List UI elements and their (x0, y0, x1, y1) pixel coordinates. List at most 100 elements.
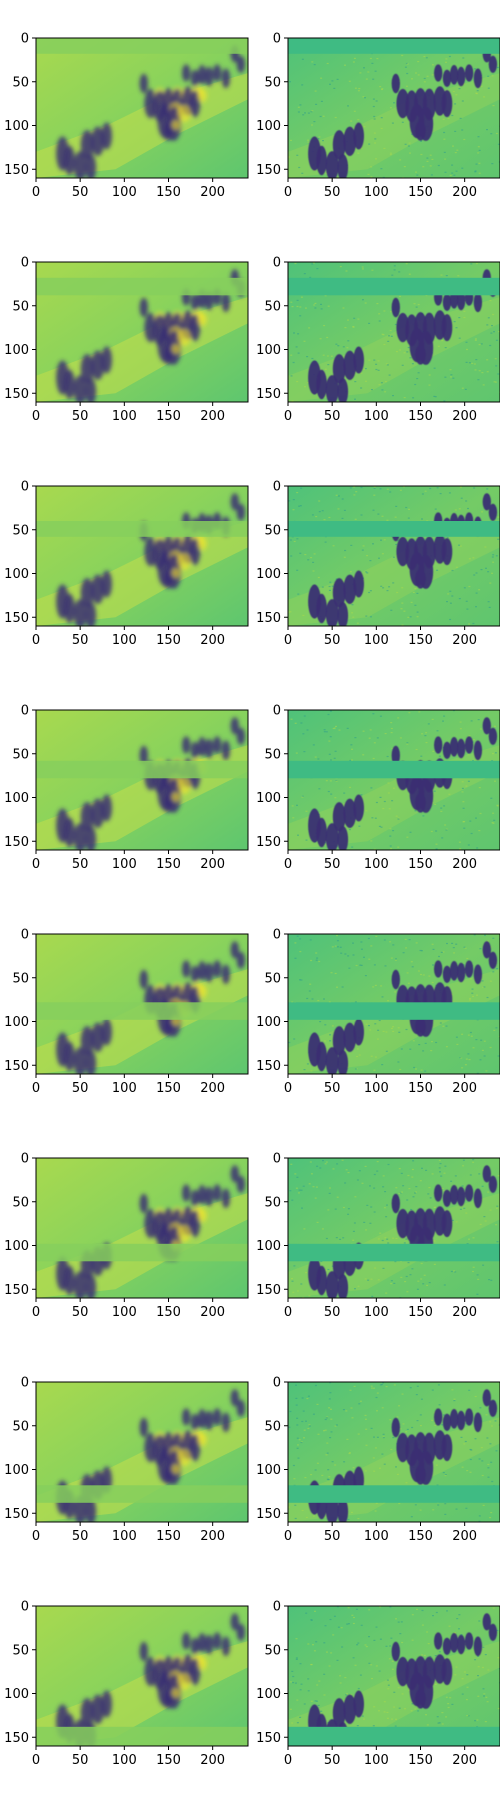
panel-frame (287, 933, 500, 1075)
y-tick-label: 150 (4, 1059, 29, 1074)
x-tick-label: 50 (72, 857, 89, 872)
panel-frame (287, 37, 500, 179)
x-tick-label: 200 (452, 857, 477, 872)
x-tick-label: 150 (408, 185, 433, 200)
x-tick-label: 150 (156, 857, 181, 872)
y-tick-label: 100 (4, 1687, 29, 1702)
x-tick-label: 200 (452, 409, 477, 424)
y-tick-label: 150 (4, 611, 29, 626)
y-tick-label: 100 (4, 1239, 29, 1254)
x-tick-label: 200 (200, 1081, 225, 1096)
panel-frame (287, 1381, 500, 1523)
x-tick-label: 100 (112, 633, 137, 648)
x-tick-label: 150 (156, 185, 181, 200)
x-tick-label: 200 (200, 185, 225, 200)
masked-band (36, 1485, 248, 1503)
masked-band (288, 1485, 500, 1503)
x-tick-label: 50 (72, 185, 89, 200)
masked-band (36, 38, 248, 54)
masked-band (36, 1002, 248, 1020)
y-tick-label: 50 (264, 299, 281, 314)
x-tick-label: 200 (200, 1529, 225, 1544)
panel-frame (287, 485, 500, 627)
y-tick-label: 150 (4, 835, 29, 850)
x-tick-label: 100 (364, 409, 389, 424)
y-tick-label: 150 (256, 387, 281, 402)
x-tick-label: 150 (408, 857, 433, 872)
panel-frame (35, 1157, 249, 1299)
x-tick-label: 200 (200, 409, 225, 424)
x-tick-label: 50 (324, 1753, 341, 1768)
x-tick-label: 0 (284, 1081, 292, 1096)
x-tick-label: 50 (324, 857, 341, 872)
x-tick-label: 0 (32, 1753, 40, 1768)
x-tick-label: 200 (452, 1305, 477, 1320)
panel-frame (35, 1381, 249, 1523)
y-tick-label: 100 (256, 119, 281, 134)
x-tick-label: 50 (324, 185, 341, 200)
y-tick-label: 150 (4, 1507, 29, 1522)
x-tick-label: 100 (364, 185, 389, 200)
y-tick-label: 150 (256, 1731, 281, 1746)
y-tick-label: 0 (21, 1376, 29, 1391)
x-tick-label: 0 (284, 1305, 292, 1320)
y-tick-label: 50 (12, 1419, 29, 1434)
x-tick-label: 0 (32, 1529, 40, 1544)
x-tick-label: 150 (408, 1753, 433, 1768)
x-tick-label: 100 (364, 633, 389, 648)
y-tick-label: 50 (12, 75, 29, 90)
panel-frame (287, 709, 500, 851)
masked-band (288, 277, 500, 296)
y-tick-label: 0 (21, 480, 29, 495)
y-tick-label: 100 (4, 1015, 29, 1030)
y-tick-label: 100 (256, 1015, 281, 1030)
x-tick-label: 0 (32, 1081, 40, 1096)
x-tick-label: 50 (324, 633, 341, 648)
x-tick-label: 150 (156, 633, 181, 648)
y-tick-label: 50 (264, 747, 281, 762)
y-tick-label: 100 (4, 791, 29, 806)
panel-frame (287, 1605, 500, 1747)
x-tick-label: 200 (452, 1081, 477, 1096)
y-tick-label: 100 (256, 1239, 281, 1254)
panel-frame (35, 485, 249, 627)
y-tick-label: 0 (21, 928, 29, 943)
x-tick-label: 100 (112, 1081, 137, 1096)
y-tick-label: 0 (273, 704, 281, 719)
x-tick-label: 0 (32, 857, 40, 872)
y-tick-label: 150 (256, 1507, 281, 1522)
x-tick-label: 100 (112, 185, 137, 200)
masked-band (36, 521, 248, 537)
x-tick-label: 100 (364, 857, 389, 872)
y-tick-label: 0 (21, 32, 29, 47)
y-tick-label: 100 (256, 343, 281, 358)
x-tick-label: 0 (32, 409, 40, 424)
x-tick-label: 150 (156, 1529, 181, 1544)
x-tick-label: 0 (32, 185, 40, 200)
y-tick-label: 150 (256, 835, 281, 850)
x-tick-label: 0 (284, 185, 292, 200)
y-tick-label: 150 (256, 1059, 281, 1074)
y-tick-label: 50 (264, 971, 281, 986)
x-tick-label: 50 (72, 1081, 89, 1096)
masked-band (288, 1243, 500, 1262)
masked-band (288, 521, 500, 537)
x-tick-label: 50 (72, 1529, 89, 1544)
y-tick-label: 50 (264, 1643, 281, 1658)
x-tick-label: 200 (452, 633, 477, 648)
y-tick-label: 50 (12, 299, 29, 314)
x-tick-label: 100 (112, 857, 137, 872)
x-tick-label: 200 (200, 1753, 225, 1768)
masked-band (36, 1243, 248, 1262)
x-tick-label: 50 (72, 1753, 89, 1768)
